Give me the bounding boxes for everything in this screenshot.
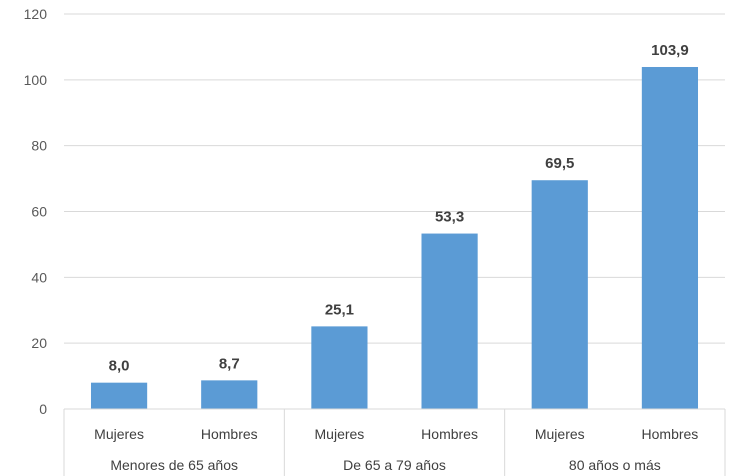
category-label: Mujeres <box>535 426 585 442</box>
group-label: De 65 a 79 años <box>343 457 446 473</box>
group-label: 80 años o más <box>569 457 661 473</box>
data-label: 69,5 <box>545 155 574 172</box>
category-label: Mujeres <box>94 426 144 442</box>
x-axis: Mujeres Hombres Mujeres Hombres Mujeres Hombr… <box>63 408 726 476</box>
bar <box>531 180 588 409</box>
bar <box>421 233 478 409</box>
y-tick-label: 60 <box>31 204 47 220</box>
bar <box>311 326 368 409</box>
y-tick-label: 40 <box>31 269 47 285</box>
gridlines <box>64 13 725 344</box>
bar <box>90 382 148 409</box>
bars <box>90 66 699 409</box>
y-tick-label: 100 <box>24 72 48 88</box>
category-label: Mujeres <box>315 426 365 442</box>
data-label: 8,0 <box>109 358 130 375</box>
y-tick-label: 0 <box>39 401 47 417</box>
data-label: 8,7 <box>219 355 240 372</box>
data-label: 25,1 <box>325 301 354 318</box>
y-tick-label: 20 <box>31 335 47 351</box>
y-tick-label: 80 <box>31 138 47 154</box>
bar <box>201 380 258 409</box>
y-axis: 0 20 40 60 80 100 120 <box>24 6 48 417</box>
bar <box>641 66 699 409</box>
data-label: 103,9 <box>651 42 689 59</box>
category-label: Hombres <box>201 426 258 442</box>
category-label: Hombres <box>421 426 478 442</box>
category-label: Hombres <box>642 426 699 442</box>
data-labels: 8,0 8,7 25,1 53,3 69,5 103,9 <box>109 42 689 375</box>
y-tick-label: 120 <box>24 6 48 22</box>
data-label: 53,3 <box>435 209 464 226</box>
group-label: Menores de 65 años <box>110 457 238 473</box>
